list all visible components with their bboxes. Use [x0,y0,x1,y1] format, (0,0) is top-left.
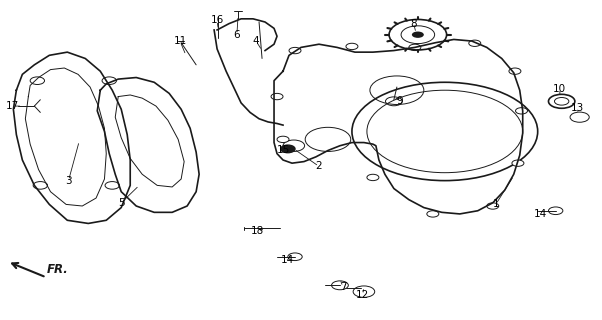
Text: 10: 10 [553,84,566,94]
Text: 7: 7 [340,282,346,292]
Text: 6: 6 [234,30,240,40]
Circle shape [412,32,424,38]
Text: 14: 14 [281,255,294,265]
Circle shape [367,174,379,180]
Text: 18: 18 [251,226,264,236]
Text: 17: 17 [5,101,19,111]
Circle shape [277,136,289,142]
Text: 2: 2 [315,161,322,171]
Text: 14: 14 [534,209,547,219]
Text: 1: 1 [492,199,499,209]
Circle shape [469,40,481,46]
Text: 13: 13 [571,103,585,113]
Text: 11: 11 [173,36,187,46]
Text: 12: 12 [356,290,370,300]
Circle shape [509,68,521,74]
Text: 15: 15 [276,146,290,156]
Text: FR.: FR. [46,263,68,276]
Circle shape [515,108,527,114]
Circle shape [289,47,301,54]
Circle shape [271,93,283,100]
Text: 3: 3 [65,176,72,186]
Circle shape [487,203,498,209]
Circle shape [346,43,358,50]
Text: 8: 8 [411,19,417,28]
Text: 4: 4 [253,36,259,46]
Circle shape [427,211,439,217]
Circle shape [512,160,524,166]
Text: 16: 16 [211,15,224,25]
Circle shape [281,145,295,153]
Text: 5: 5 [118,198,125,208]
Circle shape [409,44,421,51]
Text: 9: 9 [397,96,403,106]
